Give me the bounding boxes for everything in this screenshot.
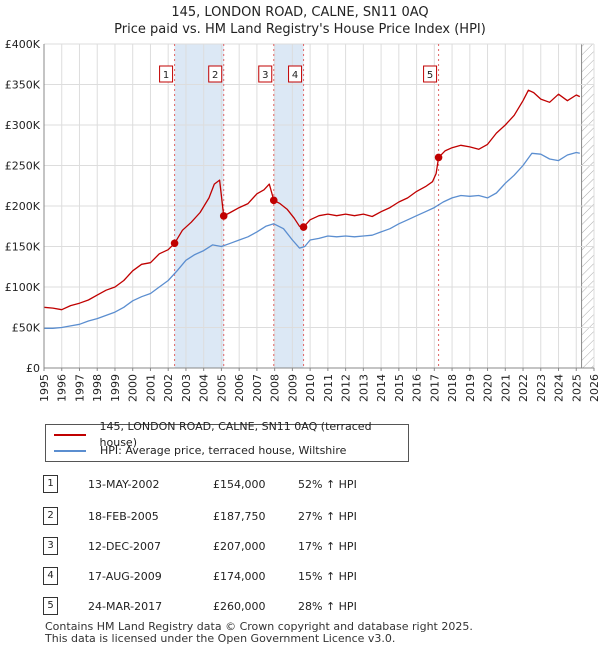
y-tick-label: £200K (5, 200, 41, 213)
x-tick-label: 2016 (411, 374, 424, 402)
footer-attribution: Contains HM Land Registry data © Crown c… (45, 621, 473, 645)
transaction-price: £154,000 (213, 478, 266, 491)
sale-label: 5 (427, 70, 433, 81)
sale-point (299, 223, 308, 231)
x-tick-label: 2004 (198, 374, 211, 402)
transaction-price: £260,000 (213, 600, 266, 613)
sale-label-box (208, 65, 223, 83)
transaction-hpi: 52% ↑ HPI (298, 478, 357, 491)
x-tick-label: 2020 (482, 374, 495, 402)
x-tick-label: 2007 (251, 374, 264, 402)
sale-label-box (423, 65, 438, 83)
sale-label-box (258, 65, 273, 83)
y-tick-label: £100K (5, 281, 41, 294)
legend-item-hpi: HPI: Average price, terraced house, Wilt… (54, 443, 346, 459)
transaction-hpi: 17% ↑ HPI (298, 540, 357, 553)
sale-label: 3 (262, 70, 268, 81)
legend-label-property: 145, LONDON ROAD, CALNE, SN11 0AQ (terra… (99, 420, 372, 449)
x-tick-label: 1998 (91, 374, 104, 402)
x-tick-label: 2022 (517, 374, 530, 402)
x-tick-label: 2025 (570, 374, 583, 402)
sale-label: 2 (212, 70, 218, 81)
transaction-price: £174,000 (213, 570, 266, 583)
transaction-hpi: 15% ↑ HPI (298, 570, 357, 583)
sale-label: 4 (292, 70, 298, 81)
x-tick-label: 2009 (286, 374, 299, 402)
x-tick-label: 2002 (162, 374, 175, 402)
transaction-price: £187,750 (213, 510, 266, 523)
chart-title: 145, LONDON ROAD, CALNE, SN11 0AQ (171, 5, 429, 20)
sale-point (434, 153, 443, 162)
y-tick-label: £350K (5, 79, 41, 92)
price-chart: 1 2 3 4 5 £0 £50K £100K £150K £200K £250K £300K £35… (5, 38, 600, 402)
transaction-number: 3 (43, 537, 58, 555)
x-tick-label: 2008 (269, 374, 282, 402)
x-tick-label: 2021 (499, 374, 512, 402)
sale-point (170, 239, 179, 248)
legend-swatch-property (54, 434, 86, 436)
x-tick-label: 1997 (73, 374, 86, 402)
x-tick-label: 2017 (428, 374, 441, 402)
x-tick-label: 2013 (357, 374, 370, 402)
footer-line-copyright: Contains HM Land Registry data © Crown c… (45, 620, 473, 633)
chart-subtitle: Price paid vs. HM Land Registry's House … (114, 22, 486, 37)
chart-legend: 145, LONDON ROAD, CALNE, SN11 0AQ (terra… (45, 420, 409, 462)
x-tick-label: 1996 (56, 374, 69, 402)
y-tick-label: £150K (5, 241, 41, 254)
x-tick-label: 2010 (304, 374, 317, 402)
sale-label-box (159, 65, 174, 83)
x-tick-label: 2011 (322, 374, 335, 402)
hpi-line (44, 151, 580, 329)
y-tick-label: £300K (5, 119, 41, 132)
y-tick-label: £250K (5, 160, 41, 173)
y-tick-label: £0 (26, 362, 40, 375)
x-tick-label: 2003 (180, 374, 193, 402)
sale-label: 1 (163, 70, 169, 81)
transaction-number: 1 (43, 475, 58, 493)
transaction-date: 13-MAY-2002 (88, 478, 160, 491)
x-tick-label: 2015 (393, 374, 406, 402)
sale-point (269, 196, 278, 205)
property-price-line (43, 89, 581, 311)
transaction-date: 24-MAR-2017 (88, 600, 163, 613)
x-tick-label: 1995 (38, 374, 51, 402)
sale-label-box (288, 65, 303, 83)
footer-line-licence: This data is licensed under the Open Gov… (45, 632, 396, 645)
x-tick-label: 2023 (535, 374, 548, 402)
sale-point (219, 212, 228, 220)
legend-label-hpi: HPI: Average price, terraced house, Wilt… (100, 444, 347, 457)
x-tick-label: 2006 (233, 374, 246, 402)
x-tick-label: 2001 (144, 374, 157, 402)
transaction-hpi: 28% ↑ HPI (298, 600, 357, 613)
transaction-price: £207,000 (213, 540, 266, 553)
transaction-number: 5 (43, 597, 58, 615)
transaction-date: 17-AUG-2009 (88, 570, 162, 583)
x-tick-label: 1999 (109, 374, 122, 402)
x-tick-label: 2024 (553, 374, 566, 402)
transaction-date: 12-DEC-2007 (88, 540, 162, 553)
transaction-date: 18-FEB-2005 (88, 510, 159, 523)
y-tick-label: £400K (5, 38, 41, 51)
transaction-hpi: 27% ↑ HPI (298, 510, 357, 523)
y-tick-label: £50K (12, 322, 41, 335)
x-tick-label: 2018 (446, 374, 459, 402)
x-tick-label: 2019 (464, 374, 477, 402)
legend-item-property: 145, LONDON ROAD, CALNE, SN11 0AQ (terra… (54, 420, 408, 449)
transaction-number: 4 (43, 567, 58, 585)
x-tick-label: 2026 (588, 374, 600, 402)
x-tick-label: 2014 (375, 374, 388, 402)
x-tick-label: 2005 (215, 374, 228, 402)
transaction-number: 2 (43, 507, 58, 525)
x-tick-label: 2000 (127, 374, 140, 402)
x-tick-label: 2012 (340, 374, 353, 402)
legend-swatch-hpi (54, 450, 86, 452)
